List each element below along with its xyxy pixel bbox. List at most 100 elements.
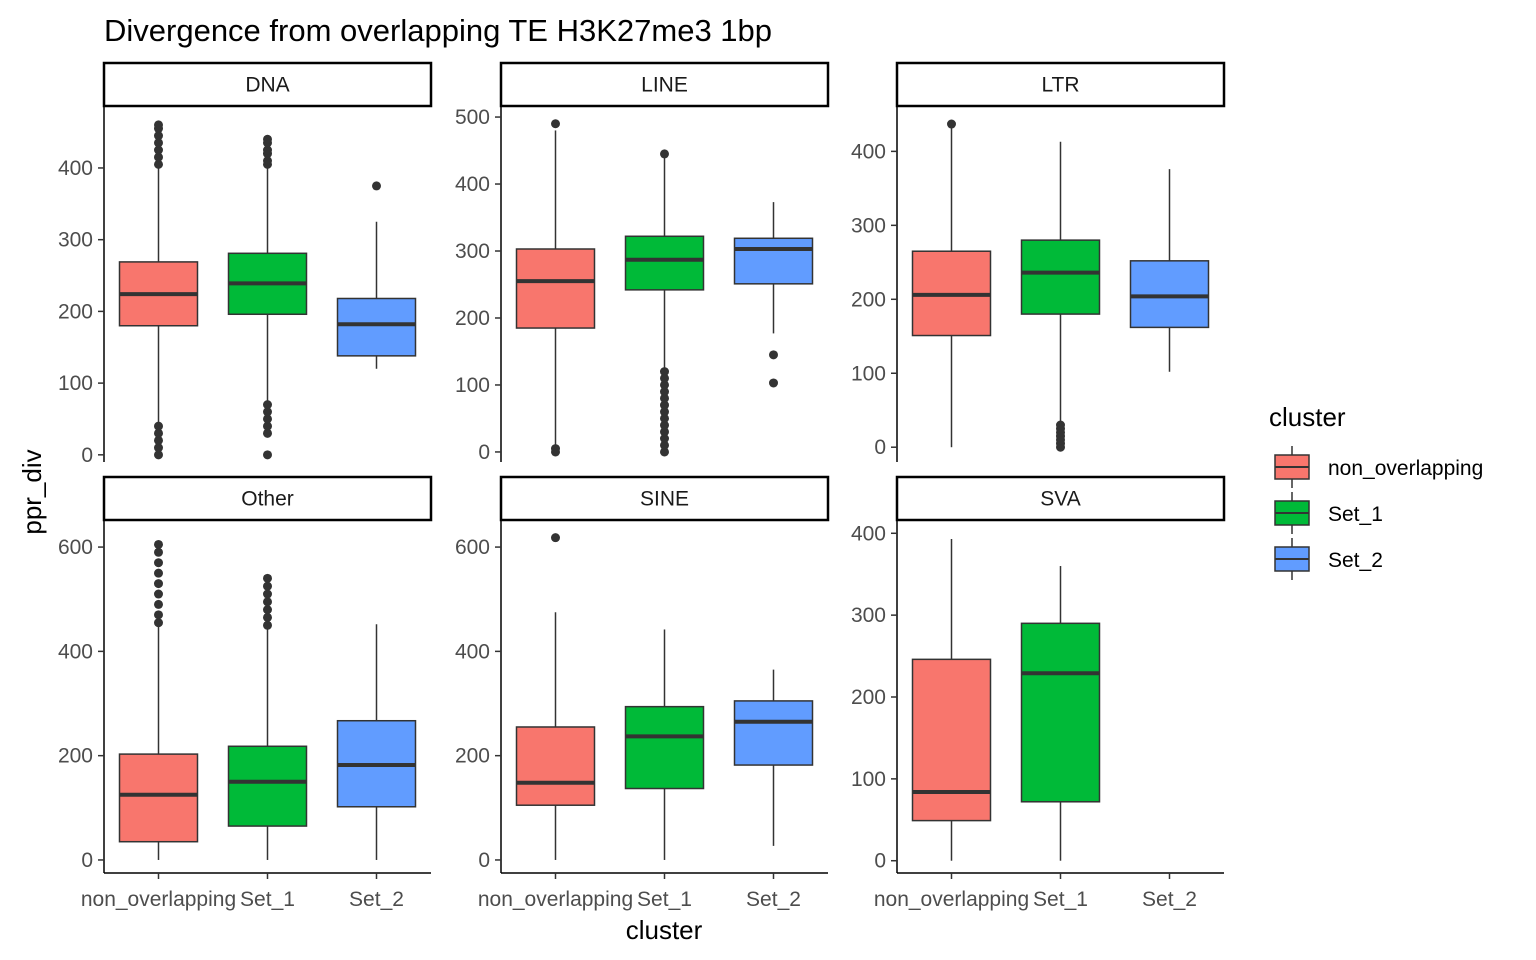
y-tick-label: 200 <box>58 745 93 768</box>
y-tick-label: 0 <box>478 441 490 464</box>
outlier-point <box>660 447 669 457</box>
facet-strip <box>102 61 433 108</box>
y-tick-label: 0 <box>81 849 93 872</box>
y-axis-title: ppr_div <box>17 449 47 534</box>
box-non-overlapping <box>515 119 596 457</box>
outlier-point <box>660 149 669 159</box>
outlier-point <box>154 138 163 148</box>
x-tick-label: Set_1 <box>240 888 295 911</box>
outlier-point <box>154 159 163 169</box>
outlier-point <box>154 131 163 141</box>
y-tick-label: 300 <box>455 240 490 263</box>
outlier-point <box>154 599 163 609</box>
legend-item-non-overlapping: non_overlapping <box>1274 446 1483 488</box>
outlier-point <box>263 421 272 431</box>
facet-strip <box>895 61 1226 108</box>
y-tick-label: 200 <box>455 745 490 768</box>
outlier-point <box>154 428 163 438</box>
y-tick-label: 200 <box>58 300 93 323</box>
y-tick-label: 100 <box>851 362 886 385</box>
y-tick-label: 0 <box>81 444 93 467</box>
box-iqr <box>1129 260 1210 329</box>
box-non-overlapping <box>911 539 992 861</box>
outlier-point <box>263 581 272 591</box>
outlier-point <box>263 428 272 438</box>
box-iqr <box>624 235 705 291</box>
outlier-point <box>660 413 669 423</box>
legend-label: Set_2 <box>1328 549 1383 572</box>
x-tick-label: Set_1 <box>637 888 692 911</box>
box-iqr <box>515 248 596 329</box>
facet-panel-sva: SVA 0 100 200 300 400 non_overlapping Set_1 Set_… <box>851 475 1226 911</box>
legend-item-set-2: Set_2 <box>1274 538 1383 580</box>
facet-strip <box>895 475 1226 522</box>
box-iqr <box>1020 622 1101 803</box>
outlier-point <box>154 421 163 431</box>
x-axis-title: cluster <box>626 915 703 945</box>
outlier-point <box>660 407 669 417</box>
facet-panel-dna: DNA 0 100 200 300 400 <box>58 61 433 467</box>
y-tick-label: 200 <box>455 307 490 330</box>
outlier-point <box>154 558 163 568</box>
legend-item-set-1: Set_1 <box>1274 492 1383 534</box>
facet-strip-label: DNA <box>245 74 289 97</box>
box-iqr <box>733 237 814 285</box>
box-set-1 <box>227 573 308 860</box>
outlier-point <box>154 145 163 155</box>
outlier-point <box>154 618 163 628</box>
box-iqr <box>911 658 992 822</box>
outlier-point <box>263 612 272 622</box>
outlier-point <box>263 589 272 599</box>
y-tick-label: 200 <box>851 686 886 709</box>
y-tick-label: 400 <box>455 640 490 663</box>
y-tick-label: 100 <box>851 768 886 791</box>
outlier-point <box>154 450 163 460</box>
box-iqr <box>515 726 596 806</box>
outlier-point <box>660 434 669 444</box>
y-tick-label: 300 <box>851 214 886 237</box>
outlier-point <box>154 443 163 453</box>
box-set-1 <box>1020 141 1101 452</box>
y-tick-label: 300 <box>851 604 886 627</box>
outlier-point <box>769 350 778 360</box>
outlier-point <box>263 134 272 144</box>
x-tick-label: Set_2 <box>349 888 404 911</box>
box-iqr <box>118 753 199 843</box>
outlier-point <box>1056 420 1065 430</box>
box-set-1 <box>1020 566 1101 861</box>
outlier-point <box>263 407 272 417</box>
y-tick-label: 600 <box>455 536 490 559</box>
outlier-point <box>263 156 272 166</box>
outlier-point <box>660 420 669 430</box>
box-non-overlapping <box>118 539 199 860</box>
legend-label: Set_1 <box>1328 503 1383 526</box>
outlier-point <box>769 378 778 388</box>
outlier-point <box>263 145 272 155</box>
facet-panel-line: LINE 0 100 200 300 400 500 <box>455 61 830 464</box>
box-iqr <box>733 700 814 766</box>
x-tick-label: Set_1 <box>1033 888 1088 911</box>
y-tick-label: 100 <box>58 372 93 395</box>
box-set-1 <box>624 629 705 860</box>
outlier-point <box>263 400 272 410</box>
outlier-point <box>263 450 272 460</box>
chart-title: Divergence from overlapping TE H3K27me3 … <box>104 13 772 48</box>
outlier-point <box>551 119 560 129</box>
y-tick-label: 100 <box>455 374 490 397</box>
outlier-point <box>154 579 163 589</box>
box-iqr <box>336 297 417 357</box>
y-tick-label: 0 <box>874 850 886 873</box>
outlier-point <box>660 373 669 383</box>
y-tick-label: 200 <box>851 288 886 311</box>
facet-strip-label: SVA <box>1040 488 1080 511</box>
y-tick-label: 400 <box>851 522 886 545</box>
x-tick-label: non_overlapping <box>81 888 236 911</box>
outlier-point <box>660 400 669 410</box>
box-set-2 <box>336 624 417 860</box>
facet-strip-label: SINE <box>640 488 689 511</box>
y-tick-label: 0 <box>478 849 490 872</box>
x-tick-label: Set_2 <box>1142 888 1197 911</box>
box-set-2 <box>1129 169 1210 372</box>
outlier-point <box>154 568 163 578</box>
